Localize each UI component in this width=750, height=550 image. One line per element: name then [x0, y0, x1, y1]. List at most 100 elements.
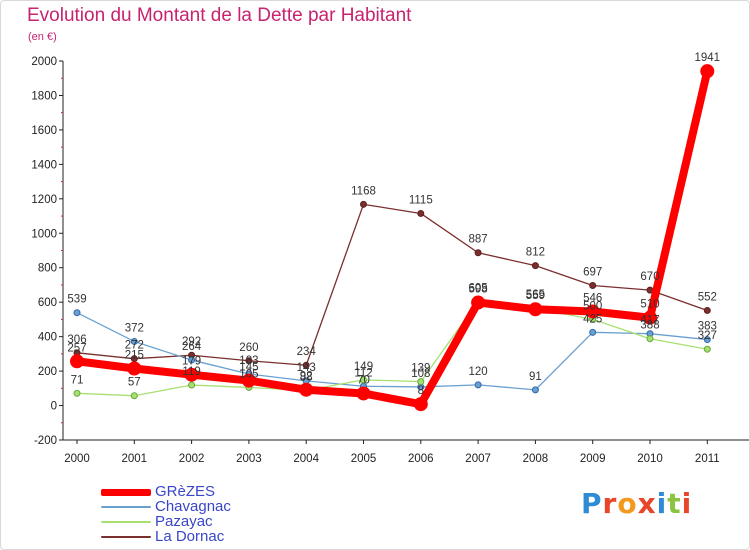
- data-point-gre-zes: [127, 361, 142, 376]
- data-label-pazayac: 105: [239, 368, 258, 380]
- y-tick-label: 2000: [31, 56, 57, 68]
- data-label-chavagnac: 372: [125, 322, 144, 334]
- logo-letter: P: [581, 487, 603, 520]
- data-label-pazayac: 565: [526, 289, 545, 301]
- data-point-gre-zes: [471, 295, 486, 310]
- data-label-pazayac: 71: [71, 374, 84, 386]
- data-label-la-dornac: 552: [698, 291, 717, 303]
- data-point-pazayac: [73, 389, 81, 397]
- data-label-chavagnac: 91: [529, 371, 542, 383]
- x-tick-label: 2008: [523, 453, 549, 465]
- legend-label: Pazayac: [155, 513, 213, 530]
- data-point-la-dornac: [417, 209, 425, 217]
- data-point-la-dornac: [302, 361, 310, 369]
- series-line-gre-zes: [73, 67, 712, 409]
- legend-label: Chavagnac: [155, 498, 231, 515]
- x-tick-label: 2006: [408, 453, 434, 465]
- data-label-la-dornac: 812: [526, 247, 545, 259]
- legend-label: GRèZES: [155, 483, 216, 500]
- x-tick-label: 2005: [351, 453, 377, 465]
- data-label-la-dornac: 306: [67, 334, 86, 346]
- data-label-gre-zes: 179: [182, 356, 201, 368]
- data-point-chavagnac: [130, 337, 138, 345]
- x-tick-label: 2009: [580, 453, 606, 465]
- data-label-la-dornac: 234: [297, 346, 317, 358]
- proxiti-logo: Proxiti: [581, 487, 692, 520]
- data-point-chavagnac: [531, 386, 539, 394]
- data-point-gre-zes: [643, 310, 657, 325]
- data-point-pazayac: [360, 376, 367, 384]
- data-label-gre-zes: 546: [583, 292, 602, 304]
- x-tick-label: 2004: [293, 453, 319, 465]
- legend-item: Chavagnac: [101, 498, 301, 515]
- data-label-chavagnac: 112: [354, 367, 372, 379]
- data-label-pazayac: 388: [640, 320, 659, 332]
- x-tick-label: 2002: [179, 453, 205, 465]
- data-label-gre-zes: 1941: [695, 52, 721, 64]
- x-tick-label: 2007: [465, 453, 491, 465]
- series-line-chavagnac: [76, 312, 708, 391]
- data-point-la-dornac: [589, 281, 597, 289]
- x-tick-label: 2000: [64, 453, 90, 465]
- data-label-pazayac: 500: [583, 300, 602, 312]
- legend-swatch: [101, 536, 151, 538]
- data-point-chavagnac: [73, 309, 81, 317]
- data-point-chavagnac: [703, 336, 711, 344]
- data-point-la-dornac: [703, 306, 711, 314]
- y-tick-label: 1800: [31, 90, 57, 102]
- data-label-la-dornac: 1115: [409, 194, 433, 206]
- legend-item: Pazayac: [101, 513, 301, 530]
- data-label-pazayac: 327: [698, 330, 717, 342]
- data-point-chavagnac: [188, 356, 196, 364]
- data-point-la-dornac: [531, 262, 539, 270]
- chart-subtitle: (en €): [28, 31, 57, 43]
- data-point-la-dornac: [474, 249, 482, 257]
- logo-letter: r: [602, 487, 618, 520]
- x-tick-label: 2010: [637, 453, 663, 465]
- data-label-chavagnac: 425: [583, 313, 602, 325]
- data-label-la-dornac: 292: [182, 336, 201, 348]
- data-label-gre-zes: 92: [300, 371, 313, 383]
- data-point-chavagnac: [589, 328, 597, 336]
- series-gre-zes: [70, 64, 715, 412]
- logo-letter: x: [637, 487, 657, 520]
- y-tick-label: 1600: [31, 125, 57, 137]
- y-tick-label: 600: [38, 297, 57, 309]
- data-label-la-dornac: 887: [469, 234, 488, 246]
- data-label-pazayac: 605: [469, 282, 488, 294]
- y-tick-label: 0: [51, 401, 57, 413]
- data-point-gre-zes: [299, 382, 314, 397]
- data-point-la-dornac: [245, 357, 253, 365]
- legend-label: La Dornac: [155, 528, 225, 545]
- data-point-gre-zes: [585, 304, 600, 319]
- x-tick-label: 2003: [236, 453, 262, 465]
- series-line-pazayac: [76, 300, 708, 397]
- data-label-pazayac: 57: [128, 377, 141, 389]
- legend-swatch: [101, 506, 151, 508]
- data-label-chavagnac: 108: [411, 368, 430, 380]
- x-tick-label: 2001: [122, 453, 148, 465]
- data-label-chavagnac: 143: [297, 362, 316, 374]
- data-point-gre-zes: [413, 397, 428, 412]
- y-tick-label: 400: [38, 332, 57, 344]
- data-label-la-dornac: 697: [583, 266, 602, 278]
- y-tick-label: 1400: [31, 159, 57, 171]
- data-labels-layer: 306 272 292 260 234 1168 1115 887 812 697 670 552 53…: [67, 52, 720, 397]
- data-label-la-dornac: 670: [640, 271, 659, 283]
- data-label-la-dornac: 272: [125, 340, 144, 352]
- data-point-pazayac: [417, 378, 425, 386]
- data-label-chavagnac: 264: [182, 341, 202, 353]
- data-label-gre-zes: 8: [418, 385, 424, 397]
- data-label-gre-zes: 257: [67, 342, 86, 354]
- data-label-chavagnac: 120: [469, 366, 488, 378]
- data-label-gre-zes: 70: [357, 374, 370, 386]
- series-layer: [70, 64, 715, 412]
- data-label-gre-zes: 559: [526, 290, 545, 302]
- y-tick-label: 1000: [31, 228, 57, 240]
- data-label-gre-zes: 215: [125, 350, 144, 362]
- y-tick-label: 800: [38, 263, 57, 275]
- data-label-gre-zes: 145: [239, 362, 258, 374]
- data-label-chavagnac: 539: [67, 294, 86, 306]
